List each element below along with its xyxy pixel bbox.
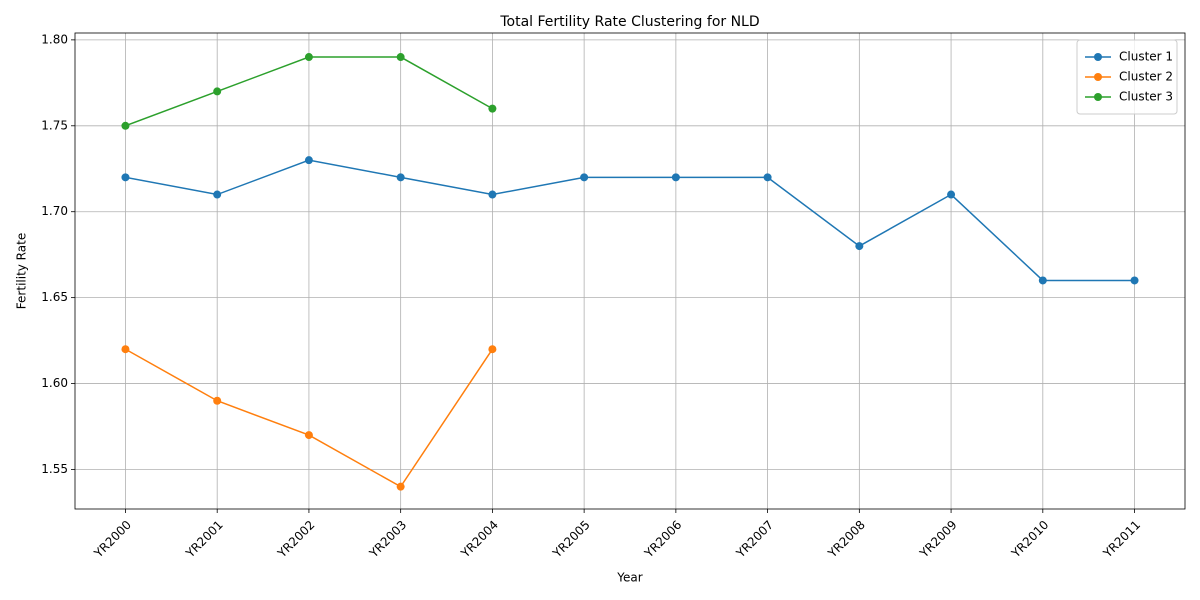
legend-box (1076, 39, 1178, 115)
data-point (213, 190, 222, 199)
data-point (396, 173, 405, 182)
y-tick-label: 1.70 (41, 204, 68, 218)
x-axis-label: Year (616, 571, 642, 585)
y-tick-label: 1.65 (41, 290, 68, 304)
data-point (580, 173, 589, 182)
x-tick-label: YR2011 (1100, 518, 1143, 561)
x-tick-label: YR2002 (274, 518, 317, 561)
x-tick-label: YR2005 (549, 518, 592, 561)
legend-marker (1094, 53, 1102, 61)
data-point (671, 173, 680, 182)
data-point (396, 482, 405, 491)
data-point (121, 345, 130, 354)
data-point (304, 156, 313, 165)
legend-label: Cluster 2 (1119, 70, 1173, 84)
y-tick-label: 1.55 (41, 462, 68, 476)
data-point (213, 87, 222, 96)
data-point (213, 396, 222, 405)
data-point (488, 190, 497, 199)
x-tick-label: YR2003 (366, 518, 409, 561)
data-point (304, 431, 313, 440)
x-tick-label: YR2006 (641, 518, 684, 561)
data-point (396, 53, 405, 62)
plot-frame (74, 32, 1186, 510)
y-tick-label: 1.80 (41, 32, 68, 46)
x-tick-label: YR2010 (1008, 518, 1051, 561)
x-tick-label: YR2001 (182, 518, 225, 561)
x-tick-label: YR2004 (458, 518, 501, 561)
data-point (1038, 276, 1047, 285)
chart-title: Total Fertility Rate Clustering for NLD (499, 14, 759, 30)
y-tick-label: 1.75 (41, 118, 68, 132)
data-point (947, 190, 956, 199)
x-tick-label: YR2007 (733, 518, 776, 561)
legend: Cluster 1 Cluster 2 Cluster 3 (1076, 39, 1178, 115)
x-tick-label: YR2000 (91, 518, 134, 561)
data-point (304, 53, 313, 62)
legend-label: Cluster 1 (1119, 50, 1173, 64)
data-point (488, 104, 497, 113)
legend-marker (1094, 73, 1102, 81)
data-point (488, 345, 497, 354)
series-line (125, 159, 1135, 282)
x-tick-label: YR2009 (916, 518, 959, 561)
legend-marker (1094, 93, 1102, 101)
data-point (121, 121, 130, 130)
data-point (121, 173, 130, 182)
legend-label: Cluster 3 (1119, 90, 1173, 104)
data-point (1130, 276, 1139, 285)
data-point (855, 242, 864, 251)
x-tick-label: YR2008 (825, 518, 868, 561)
y-tick-label: 1.60 (41, 376, 68, 390)
y-axis-label: Fertility Rate (15, 233, 29, 309)
data-point (763, 173, 772, 182)
